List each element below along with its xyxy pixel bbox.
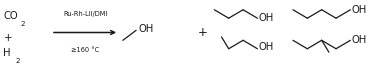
Text: H: H <box>3 48 11 58</box>
Text: +: + <box>4 33 12 43</box>
Text: OH: OH <box>352 35 367 45</box>
Text: CO: CO <box>3 11 18 21</box>
Text: OH: OH <box>138 24 153 34</box>
Text: OH: OH <box>352 5 367 15</box>
Text: Ru-Rh-LiI/DMI: Ru-Rh-LiI/DMI <box>63 11 107 17</box>
Text: ≥160 °C: ≥160 °C <box>71 47 99 53</box>
Text: +: + <box>197 26 207 39</box>
Text: 2: 2 <box>21 21 25 27</box>
Text: OH: OH <box>259 13 274 23</box>
Text: 2: 2 <box>16 58 20 64</box>
Text: OH: OH <box>259 42 274 52</box>
